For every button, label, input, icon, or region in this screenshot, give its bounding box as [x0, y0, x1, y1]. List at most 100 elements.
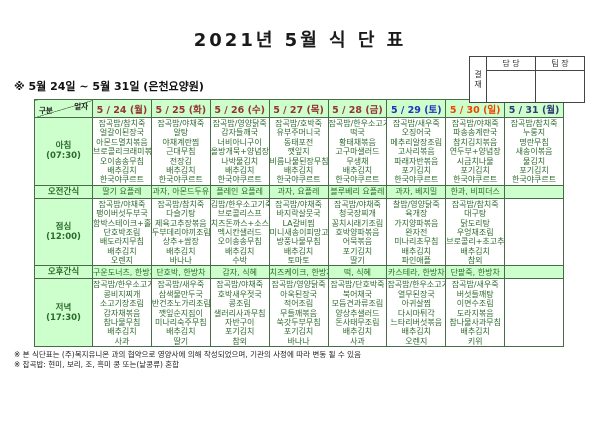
approval-signature-cell	[487, 71, 535, 102]
menu-item: 키위	[467, 336, 483, 346]
menu-item	[505, 290, 563, 299]
menu-item: 고사리볶음	[397, 147, 435, 157]
row-label: 저녁 (17:30)	[34, 278, 93, 348]
menu-item: 방풍나물무침	[276, 237, 321, 247]
menu-cell: 잡곡밥/야채죽 호박새우젓국 콩조림 샐러리사과무침 자반구이 포기김치 참외	[209, 278, 270, 348]
menu-item: 치즈돈까스+소스	[210, 218, 269, 228]
menu-item	[505, 337, 563, 346]
menu-cell	[504, 278, 564, 348]
day-header-cell: 5 / 31 (월)	[504, 99, 564, 118]
menu-cell: 잡곡밥/한우소고기죽떡국황태채볶음고구마샐러드무생채배추김치한국야쿠르트	[327, 117, 388, 186]
menu-item: 잡곡밥/참치죽	[98, 119, 146, 128]
menu-item	[505, 219, 563, 228]
menu-item: 잡곡밥/야채죽	[216, 280, 264, 290]
menu-item: 배추김치	[224, 246, 255, 256]
approval-col-header: 담 당	[487, 57, 535, 71]
menu-item: 감자들깨국	[221, 128, 259, 138]
menu-item: 야채계란찜	[162, 137, 200, 147]
menu-cell: 잡곡밥/한우소고기죽열무된장국아귀살찜다시마튀각느타리버섯볶음배추김치오렌지	[386, 278, 447, 348]
day-header-cell: 5 / 24 (월)	[92, 99, 152, 118]
menu-item: 무생채	[346, 156, 369, 166]
menu-item: 다슬기탕	[166, 209, 196, 219]
menu-item: 배추김치	[166, 327, 196, 337]
menu-item: 찰밥/영양닭죽	[392, 199, 440, 209]
page-title: 2021년 5월 식 단 표	[193, 30, 407, 51]
menu-item: 비름나물된장무침	[269, 156, 328, 166]
menu-item: 잡곡밥/참치죽	[510, 119, 558, 128]
menu-item: 배추김치	[283, 165, 314, 175]
approval-col-damdang: 담 당	[487, 57, 535, 102]
menu-item	[505, 299, 563, 308]
menu-item: 배추김치	[460, 327, 490, 337]
menu-item: 육개장	[405, 209, 428, 219]
menu-item: 동태포전	[283, 137, 314, 147]
menu-item: 배추김치	[224, 165, 255, 175]
menu-item: 호박새우젓국	[217, 289, 262, 299]
menu-item: 배추김치	[460, 246, 490, 256]
corner-header-cell: 일자 구분	[34, 99, 93, 118]
menu-row-저녁: 저녁(17:30)잡곡밥/한우소고기죽콩비지찌개소고기장조림감자채볶음참나물무침…	[34, 278, 564, 348]
menu-cell: 잡곡밥/영양닭죽 감자들깨국 너비아니구이 올방개묵+양념장 나박물김치 배추김치 한국야쿠…	[209, 117, 270, 186]
approval-box: 결재 담 당 팀 장	[469, 56, 585, 103]
menu-item: 배추김치	[342, 327, 373, 337]
menu-cell: 잡곡밥/야채죽바지락살뭇국LA갈비찜미니새송이피망고추조림방풍나물무침배추김치토…	[268, 197, 329, 267]
menu-item: 오징어국	[401, 128, 432, 138]
day-header-cell: 5 / 27 (목)	[268, 99, 329, 118]
menu-item: 소고기장조림	[99, 299, 145, 309]
menu-cell: 잡곡밥/야채죽 청국장찌개 꽁치시래기조림 호박양파볶음 어묵볶음 포기김치 딸기	[327, 197, 388, 267]
corner-label-date: 일자	[74, 102, 88, 111]
menu-item: 우엉채조림	[456, 227, 494, 237]
menu-item: 잡곡밥/야채죽	[451, 119, 499, 128]
menu-item: 알탕	[173, 128, 189, 138]
menu-item: 전장김	[169, 156, 192, 166]
menu-item: 파송송계란국	[453, 128, 498, 138]
row-label: 점심 (12:00)	[34, 197, 93, 267]
menu-item: 바나나	[287, 336, 310, 346]
menu-item: 바지락살뭇국	[276, 209, 321, 219]
menu-item: 배추김치	[107, 327, 137, 337]
menu-row-아침: 아침(07:30)잡곡밥/참치죽얼갈이된장국아몬드멸치볶음브로콜리크래미볶음오이…	[34, 117, 564, 186]
menu-item: 바나나	[169, 256, 192, 266]
menu-item: 오렌지	[405, 336, 428, 346]
menu-item: 팽이버섯두부국	[96, 209, 148, 219]
menu-item: 사과	[350, 336, 365, 346]
approval-col-teamjang: 팀 장	[535, 57, 584, 102]
menu-item: 명란무침	[519, 137, 549, 147]
menu-item: 잡곡밥/한우소고기죽	[328, 119, 387, 128]
footnote-line: ※ 잡곡밥: 현미, 보리, 조, 흑미 콩 또는(낱콩류) 혼합	[14, 359, 180, 369]
menu-item: 유부주머니국	[276, 128, 321, 138]
menu-item: 샐러리사과무침	[213, 308, 266, 318]
menu-item: 돈사태무조림	[335, 318, 380, 328]
menu-item: 모듬견과류조림	[331, 299, 384, 309]
menu-item: 브로콜리크래미볶음	[93, 147, 151, 157]
menu-item: 함박스테이크+홀스레디쉬	[93, 218, 151, 228]
menu-item: 배추김치	[107, 165, 137, 175]
menu-item: 배추김치	[166, 165, 196, 175]
menu-item: 한국야쿠르트	[158, 175, 203, 185]
menu-item: 수박	[232, 256, 248, 266]
menu-cell	[504, 197, 564, 267]
menu-item: 잡곡밥/한우소고기죽	[387, 280, 445, 290]
menu-item: 포기김치	[519, 165, 549, 175]
menu-item: 미나리숙주무침	[155, 318, 207, 328]
menu-cell: 잡곡밥/야채죽 알탕 야채계란찜 근대무침 전장김 배추김치 한국야쿠르트	[150, 117, 211, 186]
menu-cell: 김밥/한우소고기죽 브로콜리스프 치즈돈까스+소스 멕시칸샐러드 오이송송무침 배추김치 수…	[209, 197, 270, 267]
menu-table-header: 일자 구분 5 / 24 (월) 5 / 25 (화) 5 / 26 (수) 5 / 27…	[34, 99, 564, 118]
menu-item: 도라지볶음	[456, 308, 494, 318]
row-label: 오후간식	[34, 265, 93, 280]
menu-item: 사과	[114, 336, 130, 346]
menu-item: 시금치나물	[456, 156, 494, 166]
menu-cell: 찰밥/영양닭죽 육개장 가지양파볶음 완자전 미나리초무침 배추김치 파인애플	[386, 197, 447, 267]
menu-cell: 잡곡밥/새우죽 오징어국 메추리알장조림 고사리볶음 파래자반볶음 포기김치 한국야쿠르트	[386, 117, 447, 186]
menu-item: 잡곡밥/호박죽	[275, 119, 322, 128]
menu-item: 참나물무침	[103, 318, 141, 328]
menu-item: 콩조림	[228, 299, 251, 309]
menu-item: 한국야쿠르트	[511, 175, 557, 185]
menu-item: 느타리버섯볶음	[390, 318, 443, 328]
menu-item: 김밥/한우소고기죽	[210, 199, 269, 209]
menu-item: 메추리알장조림	[390, 137, 443, 147]
menu-item: 이면수조림	[456, 299, 494, 309]
menu-item	[505, 237, 563, 246]
menu-item: 배도라지무침	[99, 237, 145, 247]
